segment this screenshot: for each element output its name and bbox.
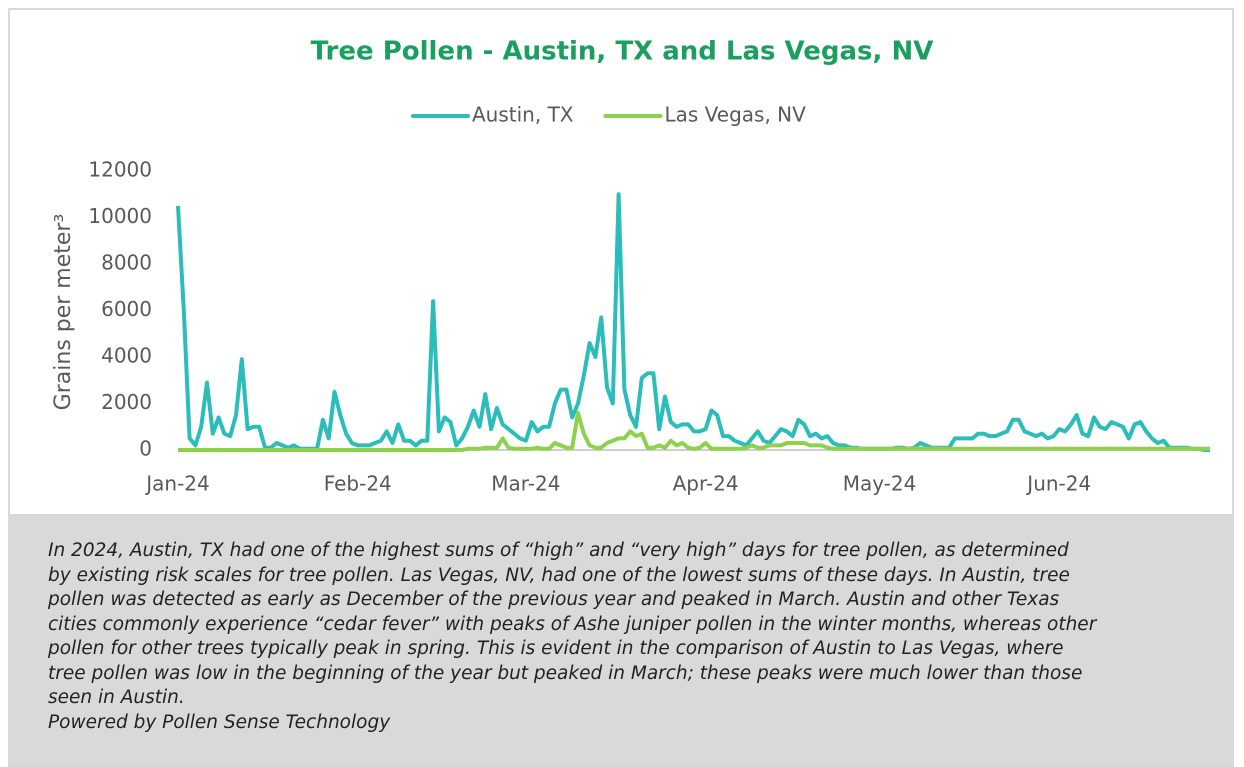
y-tick-label: 0 bbox=[139, 437, 152, 461]
caption-line: Powered by Pollen Sense Technology bbox=[48, 711, 391, 733]
series-line bbox=[178, 410, 1210, 452]
y-tick-label: 10000 bbox=[88, 204, 152, 228]
caption-line: by existing risk scales for tree pollen.… bbox=[48, 564, 1070, 586]
y-tick-label: 6000 bbox=[101, 297, 152, 321]
caption-line: In 2024, Austin, TX had one of the highe… bbox=[48, 540, 1069, 561]
chart: Tree Pollen - Austin, TX and Las Vegas, … bbox=[51, 37, 1210, 496]
caption-line: seen in Austin. bbox=[48, 687, 185, 708]
x-tick-label: Mar-24 bbox=[491, 472, 560, 496]
y-tick-label: 8000 bbox=[101, 251, 152, 275]
frame bbox=[8, 8, 1234, 767]
x-tick-label: May-24 bbox=[843, 472, 917, 496]
caption-line: tree pollen was low in the beginning of … bbox=[48, 662, 1083, 684]
series-line bbox=[176, 192, 1210, 452]
legend-label: Las Vegas, NV bbox=[664, 103, 806, 127]
y-tick-label: 4000 bbox=[101, 344, 152, 368]
caption-line: pollen was detected as early as December… bbox=[48, 589, 1060, 610]
x-tick-label: Jun-24 bbox=[1025, 472, 1091, 496]
caption-box: In 2024, Austin, TX had one of the highe… bbox=[10, 514, 1234, 767]
x-tick-label: Apr-24 bbox=[673, 472, 739, 496]
x-tick-label: Feb-24 bbox=[324, 472, 392, 496]
caption-line: pollen for other trees typically peak in… bbox=[48, 638, 1064, 659]
y-tick-label: 12000 bbox=[88, 158, 152, 182]
y-axis-label: Grains per meter³ bbox=[51, 214, 76, 411]
x-tick-label: Jan-24 bbox=[144, 472, 210, 496]
chart-title: Tree Pollen - Austin, TX and Las Vegas, … bbox=[311, 37, 934, 67]
legend-label: Austin, TX bbox=[472, 103, 574, 127]
caption-line: cities commonly experience “cedar fever”… bbox=[48, 613, 1097, 635]
y-tick-label: 2000 bbox=[101, 390, 152, 414]
